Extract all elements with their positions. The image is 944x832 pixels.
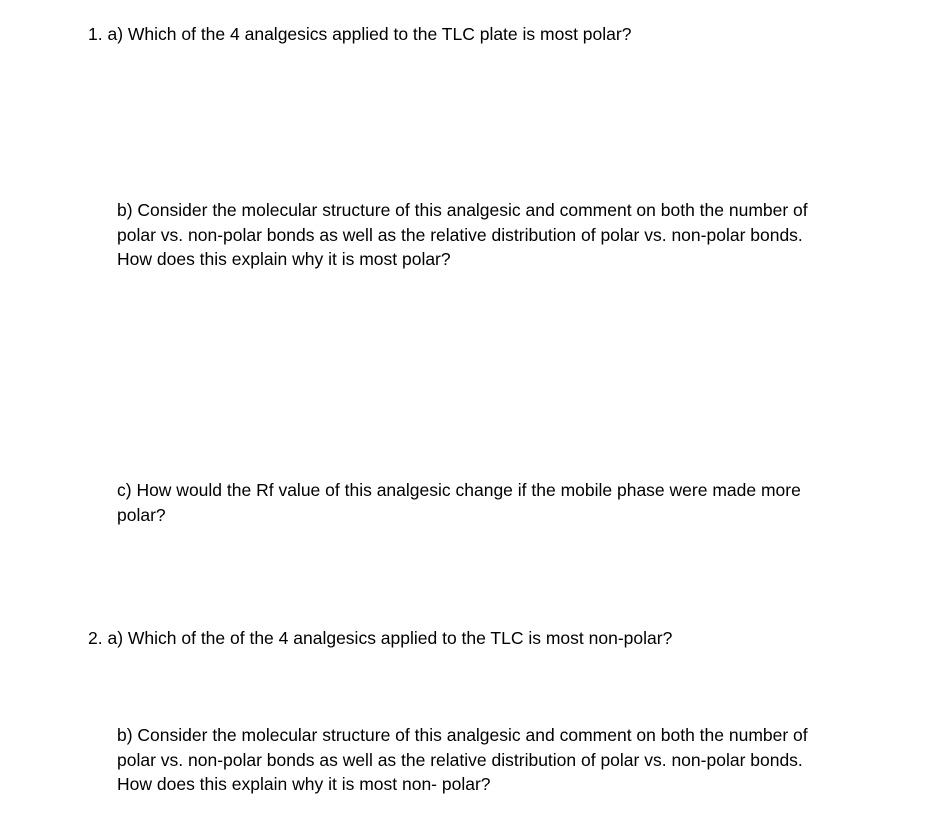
- page: 1. a) Which of the 4 analgesics applied …: [0, 0, 944, 832]
- question-2a: 2. a) Which of the of the 4 analgesics a…: [88, 626, 868, 651]
- question-1c: c) How would the Rf value of this analge…: [117, 478, 837, 527]
- question-1a: 1. a) Which of the 4 analgesics applied …: [88, 22, 868, 47]
- question-2b: b) Consider the molecular structure of t…: [117, 723, 837, 797]
- question-1b: b) Consider the molecular structure of t…: [117, 198, 837, 272]
